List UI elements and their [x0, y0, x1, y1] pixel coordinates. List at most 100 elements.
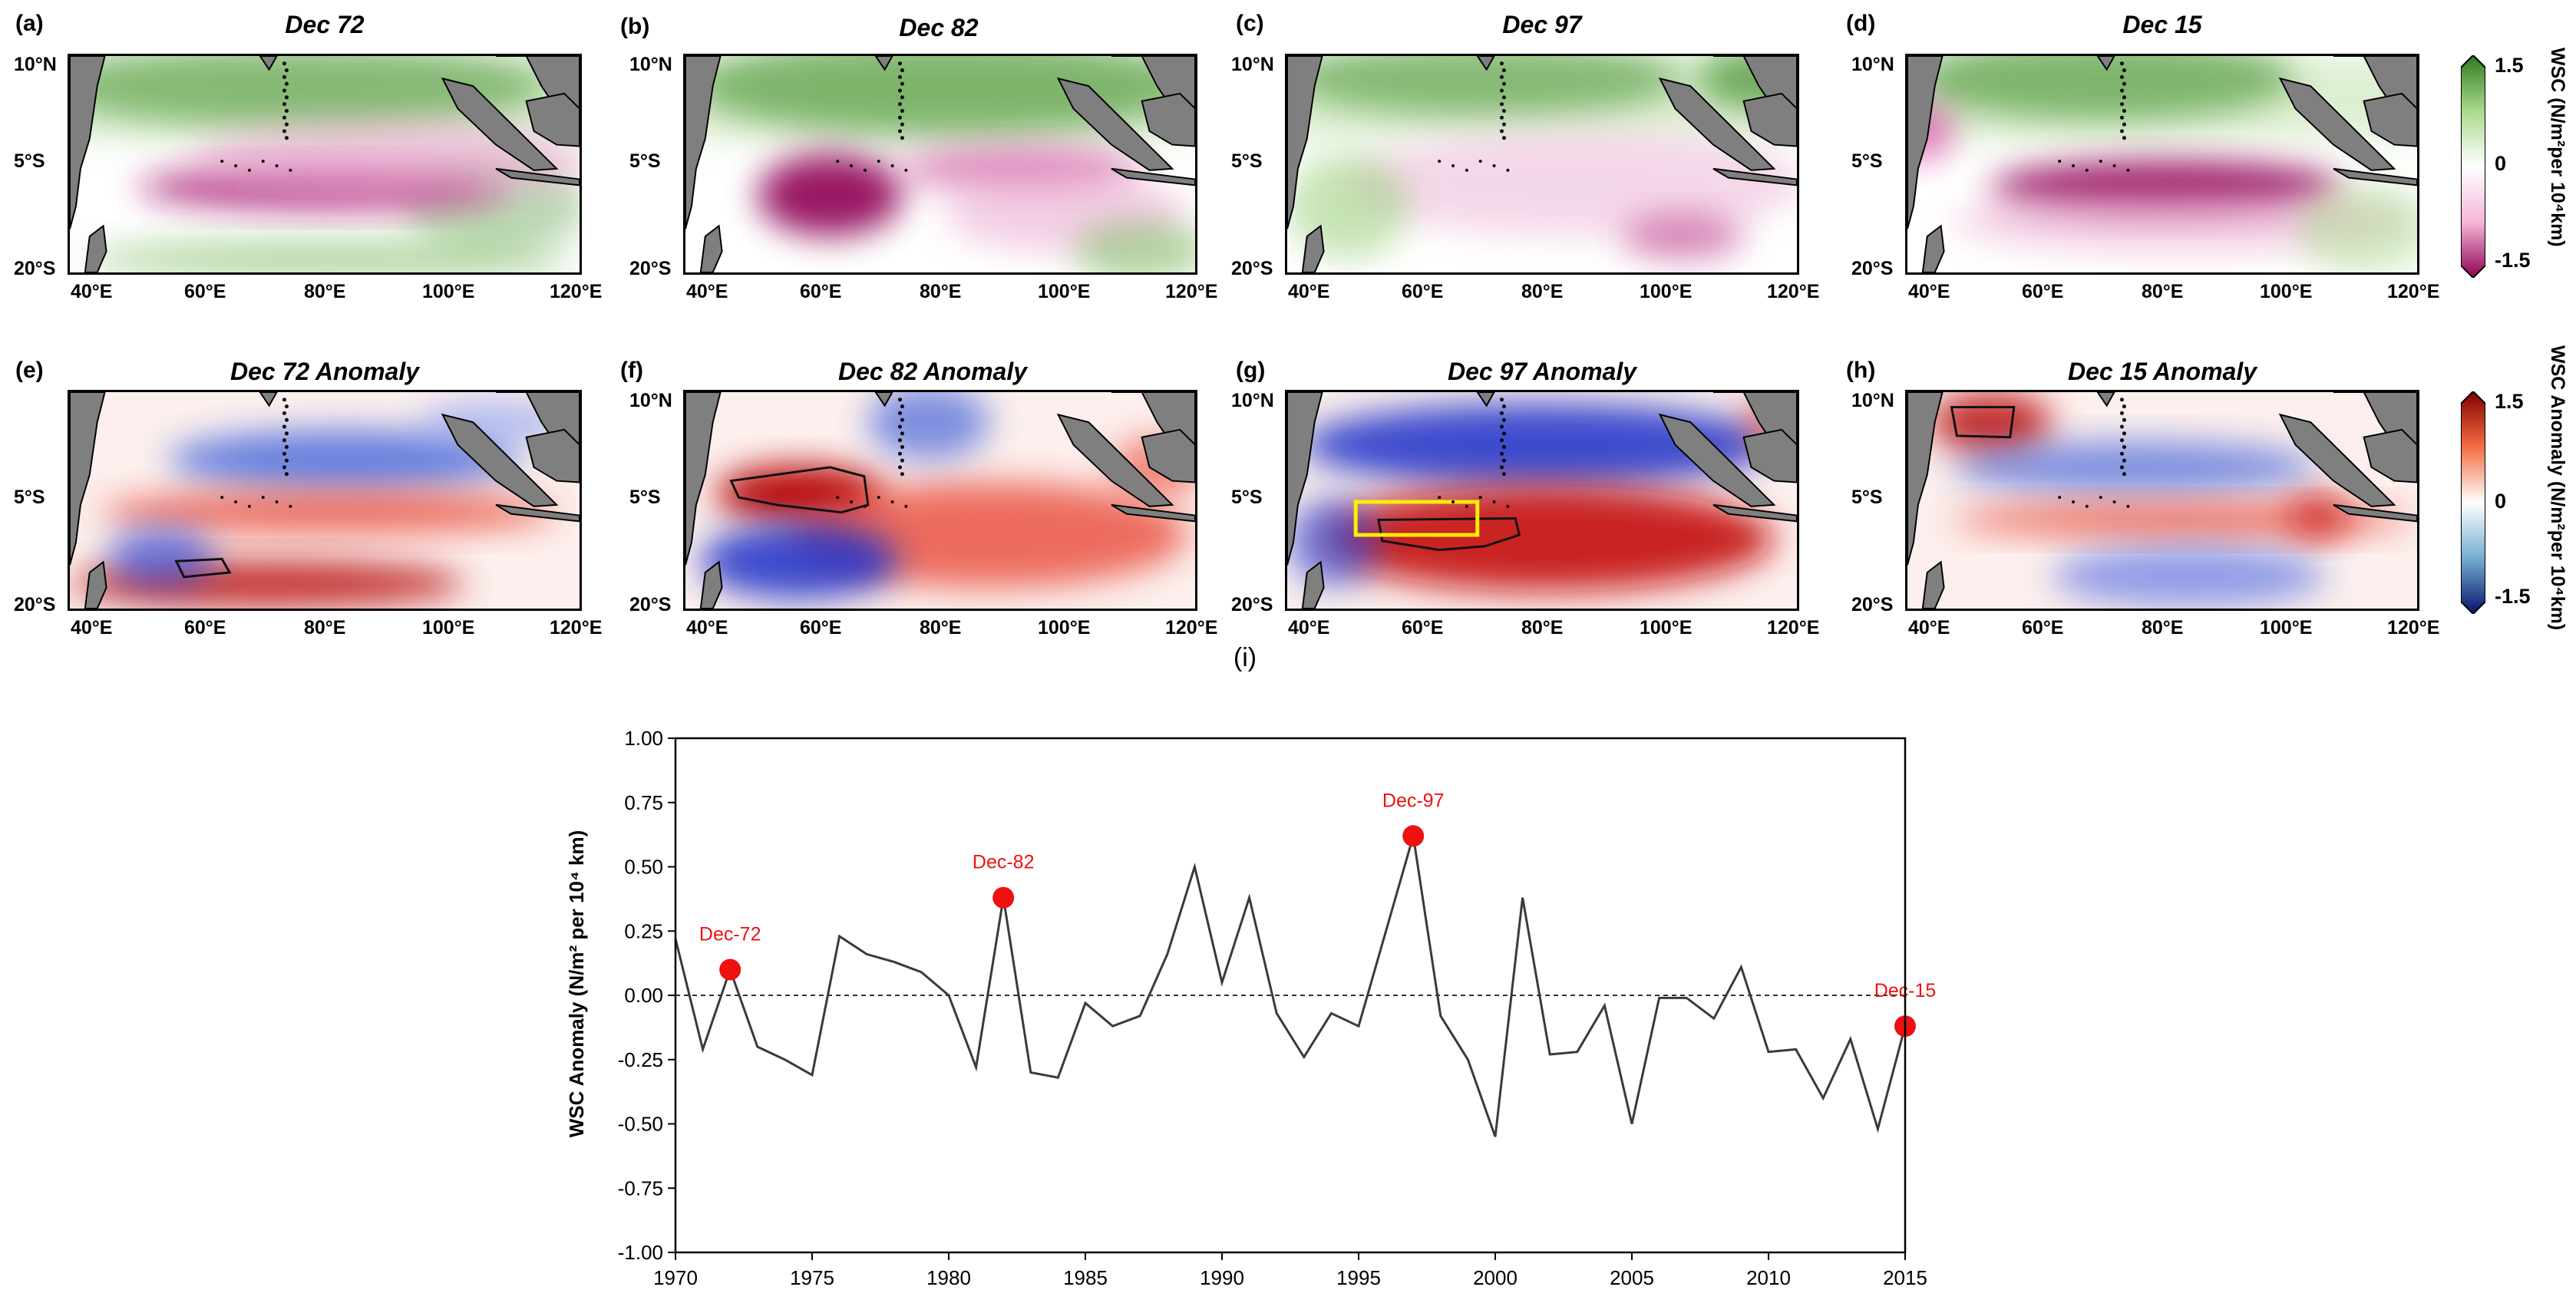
colorbar-anomaly-label: WSC Anomaly (N/m²per 10⁴km)	[2547, 345, 2568, 631]
map-dec97-wsc	[1285, 54, 1799, 275]
x-tick-label: 1985	[1063, 1266, 1108, 1289]
lat-tick: 20°S	[629, 594, 672, 615]
panel-title: Dec 72 Anomaly	[230, 358, 420, 385]
lon-tick: 40°E	[686, 617, 728, 638]
lon-tick: 80°E	[2142, 281, 2184, 302]
lon-tick: 80°E	[920, 617, 962, 638]
lon-tick: 100°E	[1640, 281, 1693, 302]
lat-tick: 20°S	[1851, 258, 1894, 279]
colorbar-wsc-label: WSC (N/m²per 10⁴km)	[2547, 48, 2568, 247]
lon-tick: 120°E	[1165, 617, 1218, 638]
panel-label: (h)	[1846, 358, 1876, 383]
map-dec15-anomaly	[1905, 390, 2419, 611]
highlight-label: Dec-15	[1874, 980, 1937, 1001]
land-mask	[1287, 392, 1797, 609]
panel-label: (b)	[620, 14, 650, 39]
highlight-label: Dec-82	[973, 852, 1035, 873]
colorbar-wsc	[2460, 54, 2486, 279]
lat-tick: 10°N	[629, 54, 672, 75]
y-tick-label: -0.50	[618, 1113, 663, 1136]
lat-tick: 10°N	[1231, 54, 1274, 75]
panel-label: (f)	[620, 358, 643, 383]
map-dec97-anomaly	[1285, 390, 1799, 611]
lat-tick: 20°S	[629, 258, 672, 279]
y-tick-label: 0.75	[624, 791, 663, 814]
highlight-point	[1894, 1015, 1916, 1038]
chart-plot-frame	[674, 737, 1907, 1254]
lon-tick: 120°E	[550, 617, 603, 638]
lon-tick: 100°E	[1640, 617, 1693, 638]
lat-tick: 5°S	[14, 150, 45, 172]
lon-tick: 120°E	[2387, 281, 2440, 302]
highlight-point	[992, 886, 1015, 909]
lon-tick: 40°E	[686, 281, 728, 302]
chart-panel-label: (i)	[1234, 643, 1257, 672]
lon-tick: 80°E	[1521, 617, 1564, 638]
lon-tick: 120°E	[2387, 617, 2440, 638]
lat-tick: 5°S	[629, 487, 661, 508]
colorbar-anomaly	[2460, 390, 2486, 615]
colorbar-wsc-tick-min: -1.5	[2495, 249, 2531, 272]
panel-label: (e)	[15, 358, 44, 383]
map-dec72-anomaly	[68, 390, 582, 611]
y-tick-label: 0.00	[624, 984, 663, 1007]
colorbar-anomaly-gradient	[2460, 390, 2486, 615]
panel-title: Dec 82	[899, 14, 979, 41]
lon-tick: 80°E	[304, 617, 346, 638]
lon-tick: 120°E	[1767, 617, 1820, 638]
land-mask	[1287, 56, 1797, 272]
series-line	[674, 835, 1907, 1137]
panel-label: (g)	[1236, 358, 1266, 383]
land-mask	[685, 392, 1195, 609]
x-tick-label: 1995	[1336, 1266, 1381, 1289]
chart-y-axis-label: WSC Anomaly (N/m² per 10⁴ km)	[565, 830, 588, 1138]
highlight-label: Dec-72	[699, 924, 761, 945]
x-tick-label: 1980	[926, 1266, 971, 1289]
colorbar-anomaly-tick-zero: 0	[2495, 490, 2507, 513]
lat-tick: 10°N	[1851, 390, 1894, 411]
lon-tick: 60°E	[800, 281, 842, 302]
lat-tick: 5°S	[1231, 487, 1263, 508]
lon-tick: 60°E	[800, 617, 842, 638]
lon-tick: 80°E	[2142, 617, 2184, 638]
y-tick-label: -0.75	[618, 1176, 663, 1199]
colorbar-anomaly-tick-min: -1.5	[2495, 585, 2531, 608]
panel-label: (d)	[1846, 11, 1876, 36]
x-tick-label: 2015	[1883, 1266, 1927, 1289]
lon-tick: 40°E	[71, 617, 113, 638]
land-mask	[70, 56, 580, 272]
highlight-point	[1402, 825, 1425, 847]
lat-tick: 10°N	[1231, 390, 1274, 411]
y-tick-label: 1.00	[624, 727, 663, 750]
lat-tick: 10°N	[1851, 54, 1894, 75]
land-mask	[1907, 392, 2417, 609]
x-tick-label: 1990	[1200, 1266, 1244, 1289]
lon-tick: 40°E	[1908, 281, 1950, 302]
lon-tick: 80°E	[920, 281, 962, 302]
lon-tick: 60°E	[2022, 281, 2064, 302]
x-tick-label: 2005	[1610, 1266, 1654, 1289]
y-tick-label: -1.00	[618, 1241, 663, 1264]
panel-title: Dec 72	[285, 11, 365, 38]
lon-tick: 40°E	[1908, 617, 1950, 638]
panel-title: Dec 97	[1502, 11, 1582, 38]
colorbar-anomaly-tick-max: 1.5	[2495, 390, 2524, 413]
y-tick-label: 0.25	[624, 919, 663, 942]
y-tick-label: -0.25	[618, 1048, 663, 1071]
lon-tick: 100°E	[2260, 281, 2313, 302]
colorbar-wsc-tick-max: 1.5	[2495, 54, 2524, 77]
lon-tick: 120°E	[1767, 281, 1820, 302]
panel-title: Dec 97 Anomaly	[1447, 358, 1637, 385]
land-mask	[1907, 56, 2417, 272]
colorbar-wsc-gradient	[2460, 54, 2486, 279]
lon-tick: 100°E	[1038, 617, 1091, 638]
lon-tick: 100°E	[422, 281, 475, 302]
panel-label: (a)	[15, 11, 44, 36]
lon-tick: 60°E	[1402, 617, 1444, 638]
lon-tick: 60°E	[184, 281, 226, 302]
lat-tick: 5°S	[1231, 150, 1263, 172]
lon-tick: 60°E	[184, 617, 226, 638]
lon-tick: 60°E	[2022, 617, 2064, 638]
panel-title: Dec 82 Anomaly	[837, 358, 1028, 385]
lon-tick: 40°E	[1288, 617, 1330, 638]
